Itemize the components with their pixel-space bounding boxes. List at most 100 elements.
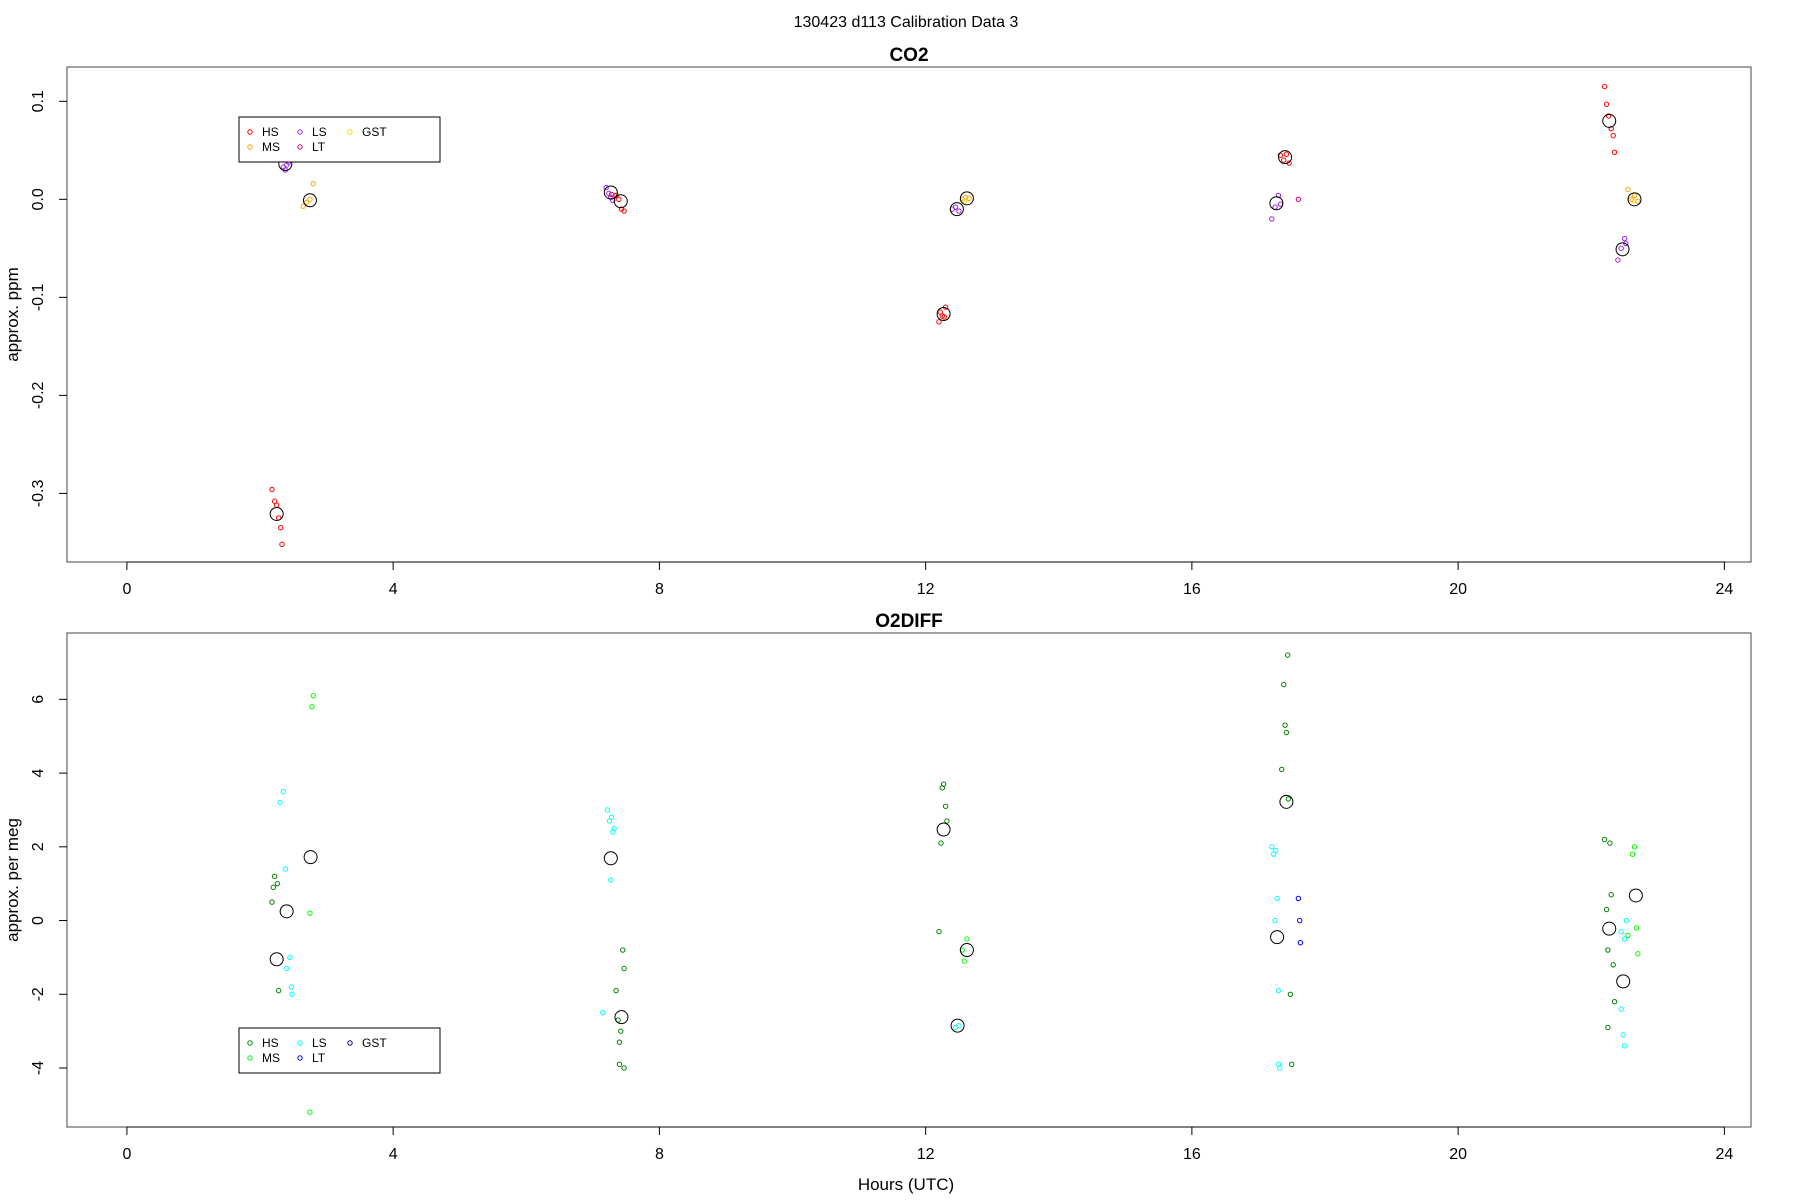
data-point (1269, 216, 1275, 222)
x-tick-label: 0 (122, 1146, 131, 1163)
y-tick-label: -0.2 (30, 381, 47, 409)
y-axis-label: approx. ppm (3, 267, 22, 362)
data-point (1275, 192, 1282, 199)
data-point (1635, 951, 1641, 957)
mean-marker (1269, 196, 1284, 211)
series-hs (269, 83, 1618, 548)
x-tick-label: 12 (917, 1146, 935, 1163)
data-point (1623, 240, 1629, 247)
data-point (610, 197, 616, 204)
mean-marker (1627, 192, 1642, 207)
data-point (300, 203, 306, 209)
data-point (1629, 851, 1636, 857)
data-point (613, 987, 619, 994)
mean-marker (603, 851, 618, 866)
data-point (271, 873, 278, 880)
legend-swatch (247, 129, 253, 135)
data-point (618, 1028, 624, 1034)
data-point (1618, 928, 1624, 935)
data-point (616, 1061, 623, 1068)
data-point (616, 1039, 623, 1045)
mean-marker (936, 822, 951, 837)
data-point (1272, 917, 1278, 924)
y-tick-label: 2 (30, 842, 47, 851)
data-point (310, 692, 316, 699)
mean-marker (1602, 921, 1617, 936)
data-point (956, 1022, 962, 1029)
data-point (1618, 245, 1624, 252)
y-tick-label: 0 (30, 916, 47, 925)
data-point (1285, 652, 1291, 658)
data-point (941, 314, 947, 320)
data-point (938, 840, 944, 846)
data-point (307, 1109, 313, 1115)
x-tick-label: 24 (1715, 1146, 1733, 1163)
data-point (288, 984, 295, 990)
y-axis: -0.3 -0.2 -0.1 0.0 0.1 (30, 90, 67, 507)
y-tick-label: 6 (30, 695, 47, 704)
data-point (936, 319, 942, 325)
panel-title: O2DIFF (875, 611, 943, 632)
data-point (303, 199, 310, 205)
mean-marker (603, 185, 618, 200)
data-point (1623, 917, 1630, 924)
mean-marker (1628, 888, 1643, 903)
data-point (1608, 892, 1614, 898)
mean-marker (1615, 242, 1630, 257)
data-point (1631, 844, 1638, 850)
data-point (289, 991, 295, 997)
data-point (604, 807, 611, 813)
figure-title: 130423 d113 Calibration Data 3 (794, 14, 1019, 31)
data-point (282, 866, 289, 872)
data-point (964, 936, 970, 942)
legend-label: LS (312, 125, 327, 139)
x-tick-label: 8 (655, 1146, 664, 1163)
y-tick-label: -0.3 (30, 480, 47, 508)
x-tick-label: 8 (655, 581, 664, 598)
legend-swatch (297, 144, 303, 150)
legend-swatch (297, 129, 303, 135)
data-point (275, 987, 282, 994)
data-point (1625, 186, 1631, 193)
legend-label: LT (312, 1051, 326, 1065)
data-point (956, 208, 962, 214)
data-point (966, 195, 972, 202)
data-point (1277, 1065, 1283, 1071)
data-point (1621, 235, 1628, 242)
mean-marker (949, 202, 964, 217)
mean-marker (959, 943, 974, 958)
x-axis: 0 4 8 12 16 20 24 (122, 1126, 1733, 1163)
data-point (620, 947, 626, 953)
data-point (1297, 917, 1303, 924)
y-tick-label: -4 (30, 1061, 47, 1075)
data-point (1297, 939, 1304, 946)
data-point (1633, 925, 1640, 931)
x-tick-label: 24 (1715, 581, 1733, 598)
data-point (1295, 196, 1302, 203)
mean-marker (950, 1018, 965, 1033)
y-tick-label: 0.0 (30, 188, 47, 210)
data-point (1601, 836, 1608, 843)
data-point (1275, 987, 1282, 994)
data-point (621, 208, 627, 214)
data-point (621, 965, 627, 972)
mean-marker (269, 506, 284, 521)
data-point (1610, 962, 1616, 968)
mean-marker (302, 193, 317, 208)
legend-box (238, 1027, 441, 1074)
data-point (1283, 151, 1290, 157)
data-point (961, 198, 967, 204)
data-point (1605, 113, 1612, 119)
data-point (1281, 681, 1287, 688)
legend-swatch (247, 1055, 253, 1061)
legend-swatch (247, 144, 253, 150)
data-point (1635, 198, 1641, 204)
data-point (1282, 722, 1288, 728)
legend-swatch (247, 1040, 253, 1046)
legend-box (238, 116, 441, 163)
mean-markers (269, 113, 1642, 521)
data-point (603, 184, 609, 191)
